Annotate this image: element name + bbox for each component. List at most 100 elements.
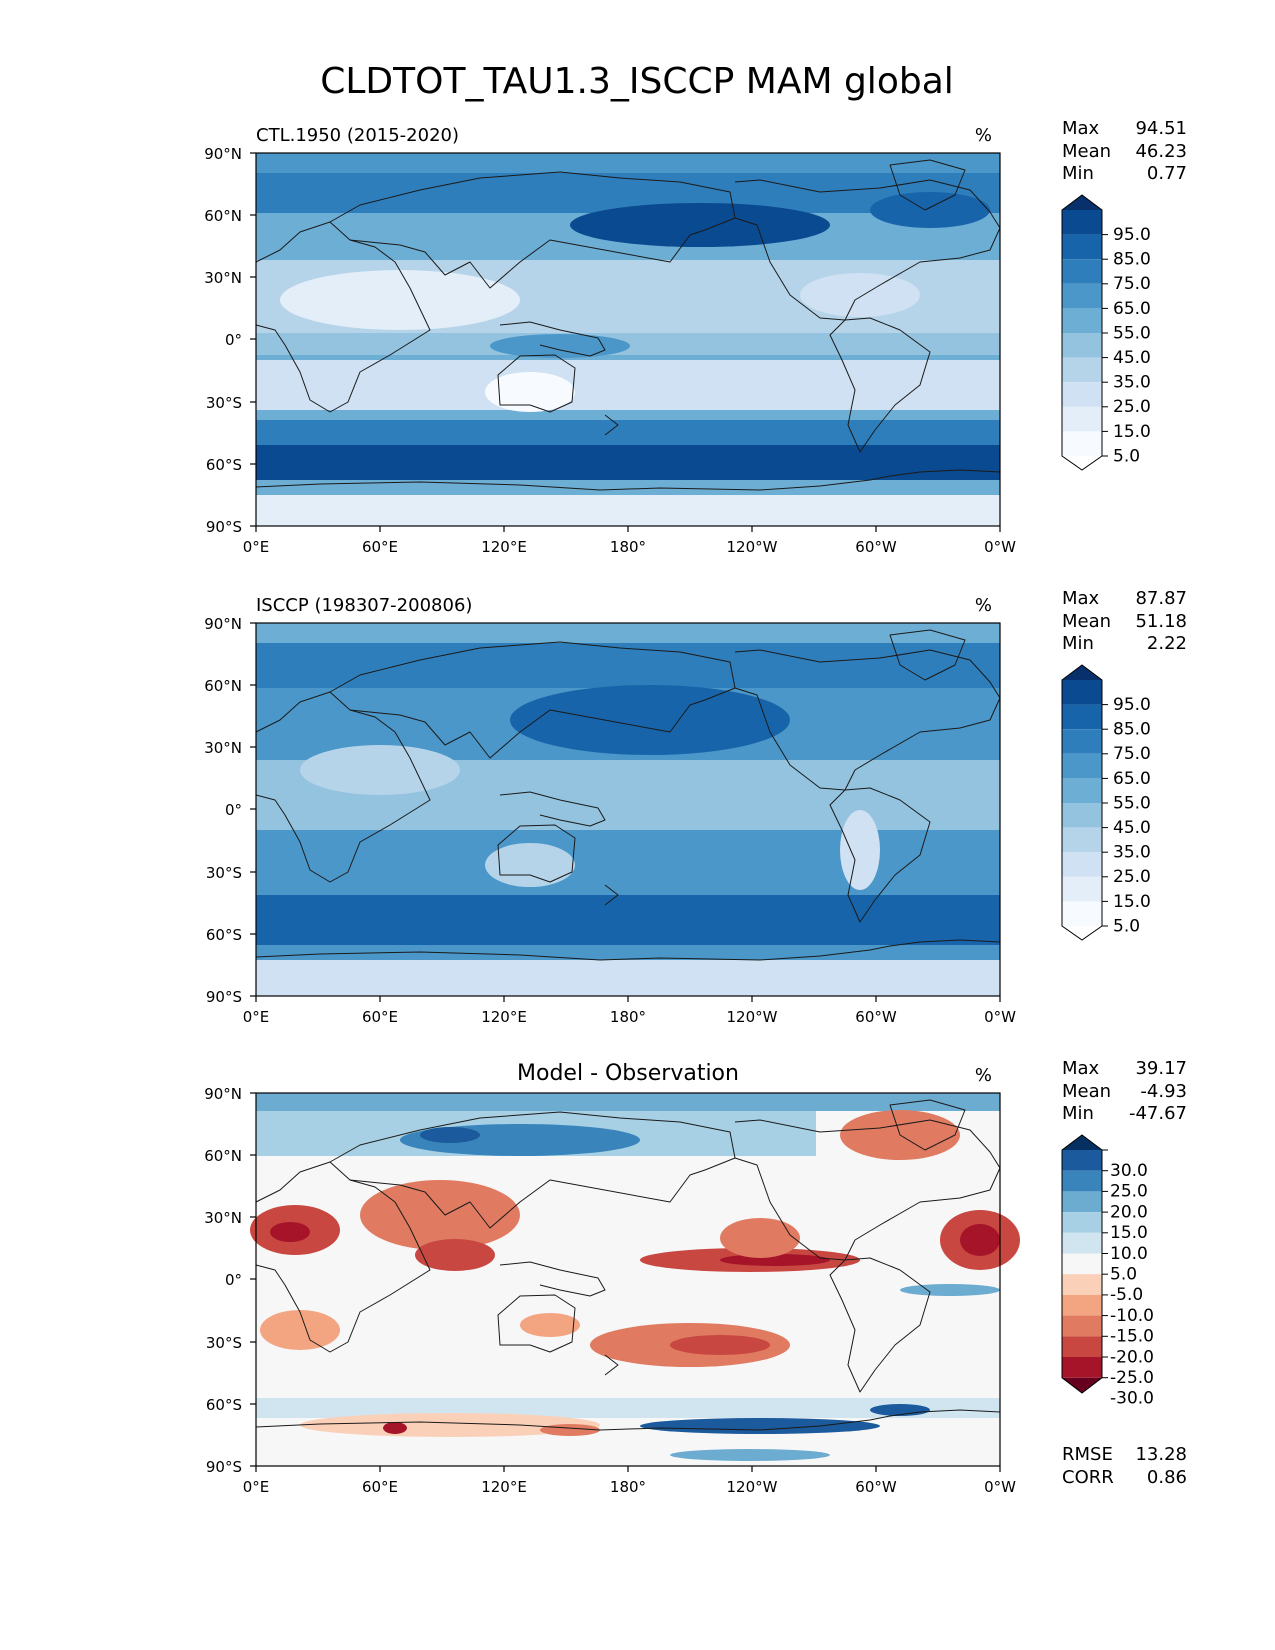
coastline-eurasia <box>329 1111 736 1229</box>
arctic-band <box>256 153 1000 173</box>
colorbar-label: -5.0 <box>1110 1285 1143 1305</box>
lon-tick: 120°W <box>727 1478 778 1496</box>
lon-tick: 60°E <box>362 1478 398 1496</box>
south-pacific-strong-negative <box>670 1335 770 1355</box>
itcz-pacific-strong-negative <box>720 1254 830 1266</box>
colorbar-segment <box>1062 901 1102 926</box>
coastline-eurasia <box>329 171 736 289</box>
lat-tick: 0° <box>225 1271 242 1289</box>
tick-marks <box>250 622 1001 1002</box>
colorbar-segment <box>1062 680 1102 705</box>
colorbar-segment <box>1062 1170 1102 1192</box>
lat-tick: 60°N <box>204 1147 242 1165</box>
colorbar-segment <box>1062 1253 1102 1275</box>
coastline-south-america <box>829 1257 931 1393</box>
coastline-africa <box>255 1161 431 1353</box>
coastline-new-zealand <box>604 1354 619 1376</box>
southern-ocean-positive <box>640 1418 880 1434</box>
colorbar-label: 95.0 <box>1113 225 1151 245</box>
map-field <box>250 1093 1020 1466</box>
panel-model: CTL.1950 (2015-2020) % Max 94.51 Mean 46… <box>204 118 1187 556</box>
siberia-strong-positive <box>420 1127 480 1143</box>
coastline-africa <box>255 221 431 413</box>
panel-title-center: Model - Observation <box>517 1061 739 1086</box>
colorbar-segment <box>1062 827 1102 853</box>
colorbar-segment <box>1062 729 1102 754</box>
colorbar-label: 5.0 <box>1113 916 1140 936</box>
colorbar: 95.0 85.0 75.0 65.0 55.0 45.0 35.0 25.0 … <box>1061 194 1151 471</box>
sahara-core-negative <box>270 1222 310 1242</box>
colorbar-segment <box>1062 803 1102 828</box>
colorbar-segment <box>1062 259 1102 284</box>
colorbar-segment <box>1062 1150 1102 1171</box>
lat-tick: 90°N <box>204 145 242 163</box>
colorbar-label: 35.0 <box>1113 373 1151 393</box>
colorbar-label: 15.0 <box>1113 892 1151 912</box>
tick-marks <box>250 1092 1001 1472</box>
colorbar-segment <box>1062 283 1102 309</box>
lon-tick: 180° <box>610 1478 646 1496</box>
lat-tick: 90°S <box>206 518 242 536</box>
figure-title: CLDTOT_TAU1.3_ISCCP MAM global <box>320 61 954 102</box>
lat-tick: 90°N <box>204 1085 242 1103</box>
lon-tick-labels: 0°E 60°E 120°E 180° 120°W 60°W 0°W <box>243 538 1016 556</box>
lat-tick: 60°N <box>204 207 242 225</box>
map-field <box>256 623 1000 996</box>
colorbar-segment <box>1062 1191 1102 1213</box>
colorbar-label: -10.0 <box>1110 1306 1154 1326</box>
lon-tick: 120°E <box>481 1478 527 1496</box>
lat-tick: 60°S <box>206 1396 242 1414</box>
lon-tick-labels: 0°E 60°E 120°E 180° 120°W 60°W 0°W <box>243 1008 1016 1026</box>
stat-min-label: Min <box>1062 1103 1094 1124</box>
stat-max-value: 39.17 <box>1135 1058 1187 1079</box>
lat-tick: 90°S <box>206 988 242 1006</box>
lon-tick: 60°W <box>855 1478 897 1496</box>
sahara-low-cloud <box>300 745 460 795</box>
lon-tick: 120°E <box>481 1008 527 1026</box>
coastlines <box>255 159 1001 491</box>
colorbar-label: 25.0 <box>1113 397 1151 417</box>
australia-low-cloud <box>485 843 575 887</box>
colorbar-label: 5.0 <box>1113 446 1140 466</box>
stat-mean-value: -4.93 <box>1140 1081 1187 1102</box>
coastline-greenland <box>889 159 966 211</box>
coastlines <box>255 629 1001 961</box>
lon-tick: 60°W <box>855 1008 897 1026</box>
colorbar-extend-top <box>1062 665 1102 680</box>
lon-tick: 0°W <box>984 1478 1016 1496</box>
coastline-new-zealand <box>604 414 619 436</box>
antarctic-coast-band <box>256 480 1000 495</box>
lon-tick: 60°E <box>362 538 398 556</box>
lat-tick: 30°N <box>204 739 242 757</box>
antarctic-interior-positive <box>670 1449 830 1461</box>
colorbar-label: -30.0 <box>1110 1389 1154 1409</box>
stats-block: Max 39.17 Mean -4.93 Min -47.67 <box>1062 1058 1187 1124</box>
lon-tick: 180° <box>610 538 646 556</box>
southern-ocean-north <box>256 420 1000 445</box>
colorbar-extend-top <box>1062 1135 1102 1150</box>
stat-mean-value: 51.18 <box>1135 611 1187 632</box>
stat-max-value: 94.51 <box>1135 118 1187 139</box>
colorbar-label: 25.0 <box>1110 1182 1148 1202</box>
coastline-north-america <box>734 649 1001 791</box>
rmse-label: RMSE <box>1062 1444 1113 1465</box>
panel-observation: ISCCP (198307-200806) % Max 87.87 Mean 5… <box>204 588 1187 1026</box>
colorbar-label: 95.0 <box>1113 695 1151 715</box>
australia-clear <box>485 372 575 412</box>
colorbar-extend-top <box>1062 195 1102 210</box>
colorbar-label: 10.0 <box>1110 1244 1148 1264</box>
lat-tick-labels: 90°N 60°N 30°N 0° 30°S 60°S 90°S <box>204 1085 242 1476</box>
lon-tick: 0°E <box>243 538 270 556</box>
coastline-north-america <box>734 1119 1001 1261</box>
stat-max-value: 87.87 <box>1135 588 1187 609</box>
colorbar-label: 20.0 <box>1110 1202 1148 1222</box>
coastline-south-america <box>829 317 931 453</box>
south-atlantic-negative <box>260 1310 340 1350</box>
colorbar-label: 85.0 <box>1113 720 1151 740</box>
colorbar-label: 75.0 <box>1113 274 1151 294</box>
north-atlantic-cloud-max <box>870 192 990 228</box>
lon-tick: 60°W <box>855 538 897 556</box>
stat-max-label: Max <box>1062 1058 1100 1079</box>
lat-tick: 90°S <box>206 1458 242 1476</box>
